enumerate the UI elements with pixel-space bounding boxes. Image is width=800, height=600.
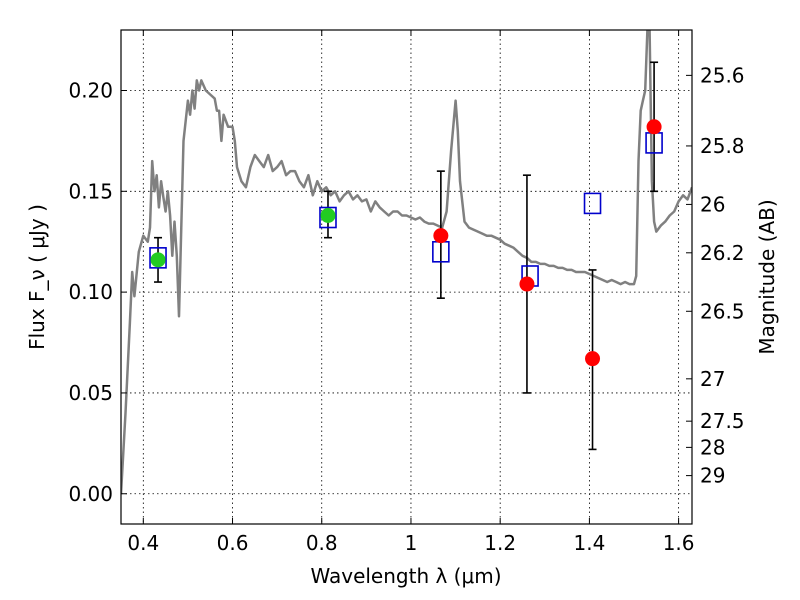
right-tick-label: 26 [700,192,725,216]
plot-frame [120,29,693,525]
model-band-flux-layer [149,132,663,287]
right-tick-label: 29 [700,464,725,488]
right-tick-label: 27 [700,367,725,391]
y-tick-label: 0.00 [68,482,113,506]
y-tick-label: 0.20 [68,78,113,102]
observed-flux-point [646,119,662,135]
right-tick-label: 25.6 [700,63,745,87]
x-tick-label: 1.4 [573,531,605,555]
observed-flux-point [320,208,336,224]
observed-flux-layer [150,119,662,367]
x-tick-label: 0.4 [127,531,159,555]
model-spectrum-layer [121,30,692,494]
x-axis-ticks: 0.4 0.6 0.8 1 1.2 1.4 1.6 [127,30,695,555]
right-axis-label: Magnitude (AB) [755,199,779,354]
observed-flux-point [433,228,449,244]
observed-flux-point [585,351,601,367]
model-band-square [149,247,167,269]
x-tick-label: 0.8 [306,531,338,555]
right-tick-label: 28 [700,435,725,459]
model-band-square [583,192,602,215]
observed-flux-point [150,252,166,268]
right-tick-label: 25.8 [700,134,745,158]
right-tick-label: 26.2 [700,241,745,265]
x-tick-label: 1.6 [663,531,695,555]
x-tick-label: 0.6 [217,531,249,555]
error-bars-layer [154,61,659,451]
observed-flux-point [519,276,535,292]
y-axis-label: Flux F_ν ( μJy ) [25,204,49,350]
right-tick-label: 26.5 [700,299,745,323]
model-spectrum-line [121,30,692,494]
x-axis-label: Wavelength λ (μm) [310,564,501,588]
x-tick-label: 1 [405,531,418,555]
y-tick-label: 0.10 [68,280,113,304]
right-axis-ticks: 25.6 25.8 26 26.2 26.5 27 27.528 29 [686,63,745,488]
x-tick-label: 1.2 [484,531,516,555]
model-band-square [319,206,337,229]
y-axis-ticks: 0.00 0.05 0.10 0.15 0.20 [68,78,127,506]
grid-lines [121,30,692,524]
y-tick-label: 0.05 [68,381,113,405]
right-tick-label: 27.5 [700,409,745,433]
y-tick-label: 0.15 [68,179,113,203]
